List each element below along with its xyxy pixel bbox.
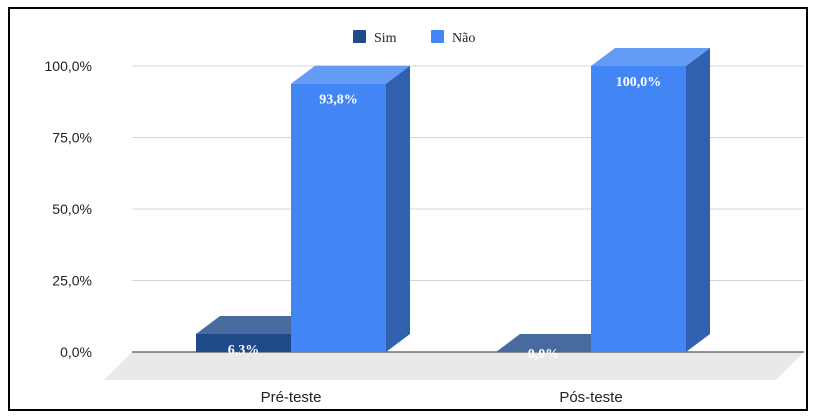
category-label: Pós-teste — [559, 389, 622, 406]
category-label: Pré-teste — [261, 389, 322, 406]
data-label: 0,0% — [528, 347, 560, 362]
data-label: 93,8% — [319, 93, 358, 108]
legend-label: Não — [452, 31, 475, 46]
y-tick-label: 50,0% — [52, 201, 92, 217]
y-tick-label: 100,0% — [45, 58, 92, 74]
legend-label: Sim — [374, 31, 397, 46]
bar-side — [386, 66, 410, 352]
y-tick-label: 25,0% — [52, 273, 92, 289]
y-tick-label: 0,0% — [60, 344, 92, 360]
bar — [291, 84, 386, 352]
legend-swatch — [431, 30, 444, 43]
data-label: 6,3% — [228, 343, 260, 358]
floor — [104, 352, 804, 380]
bar — [591, 66, 686, 352]
data-label: 100,0% — [616, 75, 662, 90]
y-tick-label: 75,0% — [52, 130, 92, 146]
bar-side — [686, 48, 710, 352]
legend-swatch — [353, 30, 366, 43]
